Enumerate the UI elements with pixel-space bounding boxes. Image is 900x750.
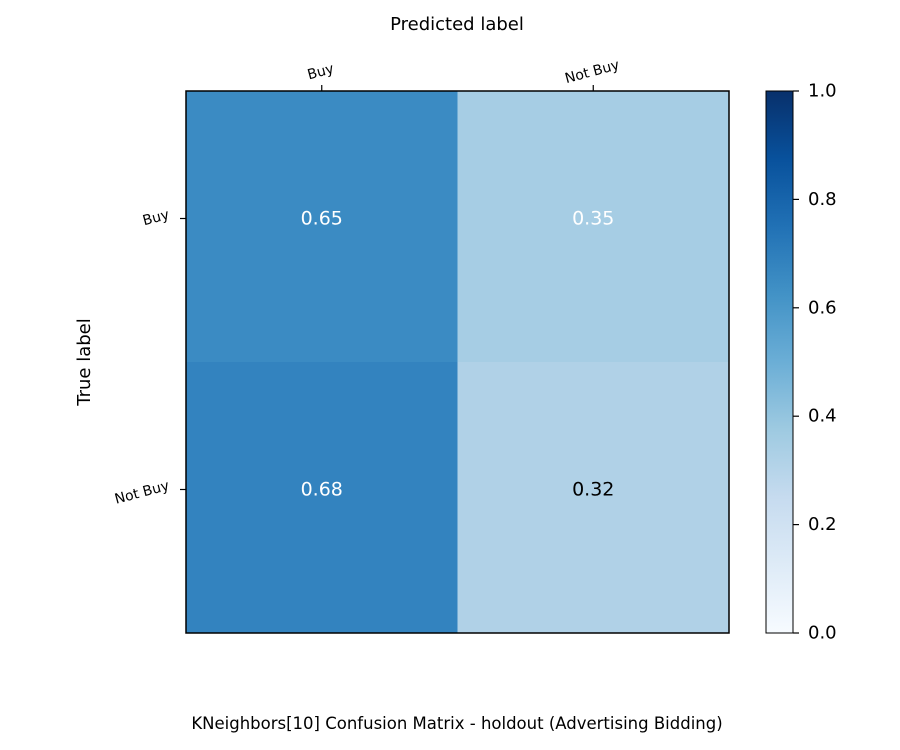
cell-value-label: 0.68 bbox=[301, 479, 343, 501]
cell-value-label: 0.35 bbox=[572, 208, 614, 230]
cell-value-label: 0.65 bbox=[301, 208, 343, 230]
heatmap-cell bbox=[457, 362, 729, 633]
colorbar-ticks: 0.0 0.2 0.4 0.6 0.8 1.0 bbox=[793, 81, 837, 644]
x-tick-label: Buy bbox=[306, 61, 336, 83]
colorbar-tick-label: 0.4 bbox=[808, 406, 837, 427]
cell-value-label: 0.32 bbox=[572, 479, 614, 501]
colorbar-tick-label: 0.0 bbox=[808, 623, 837, 644]
plot-frame bbox=[185, 90, 730, 634]
colorbar-tick-label: 0.8 bbox=[808, 189, 837, 210]
heatmap-cells bbox=[186, 91, 729, 633]
colorbar-tick-label: 0.2 bbox=[808, 514, 837, 535]
y-tick-label: Not Buy bbox=[113, 478, 171, 508]
chart-title: KNeighbors[10] Confusion Matrix - holdou… bbox=[191, 714, 722, 733]
y-axis-label: True label bbox=[74, 318, 95, 407]
heatmap-cell bbox=[186, 362, 458, 633]
colorbar-tick-label: 0.6 bbox=[808, 297, 837, 318]
heatmap-cell bbox=[186, 91, 458, 362]
colorbar-tick-label: 1.0 bbox=[808, 81, 837, 102]
y-tick-label: Buy bbox=[141, 207, 171, 229]
x-axis-ticks: Buy Not Buy bbox=[306, 57, 621, 91]
heatmap-cell bbox=[457, 91, 729, 362]
colorbar bbox=[765, 90, 794, 634]
y-axis-ticks: Buy Not Buy bbox=[113, 207, 186, 508]
cell-value-labels: 0.65 0.35 0.68 0.32 bbox=[301, 208, 615, 501]
x-tick-label: Not Buy bbox=[563, 57, 621, 87]
x-axis-label: Predicted label bbox=[390, 14, 524, 35]
